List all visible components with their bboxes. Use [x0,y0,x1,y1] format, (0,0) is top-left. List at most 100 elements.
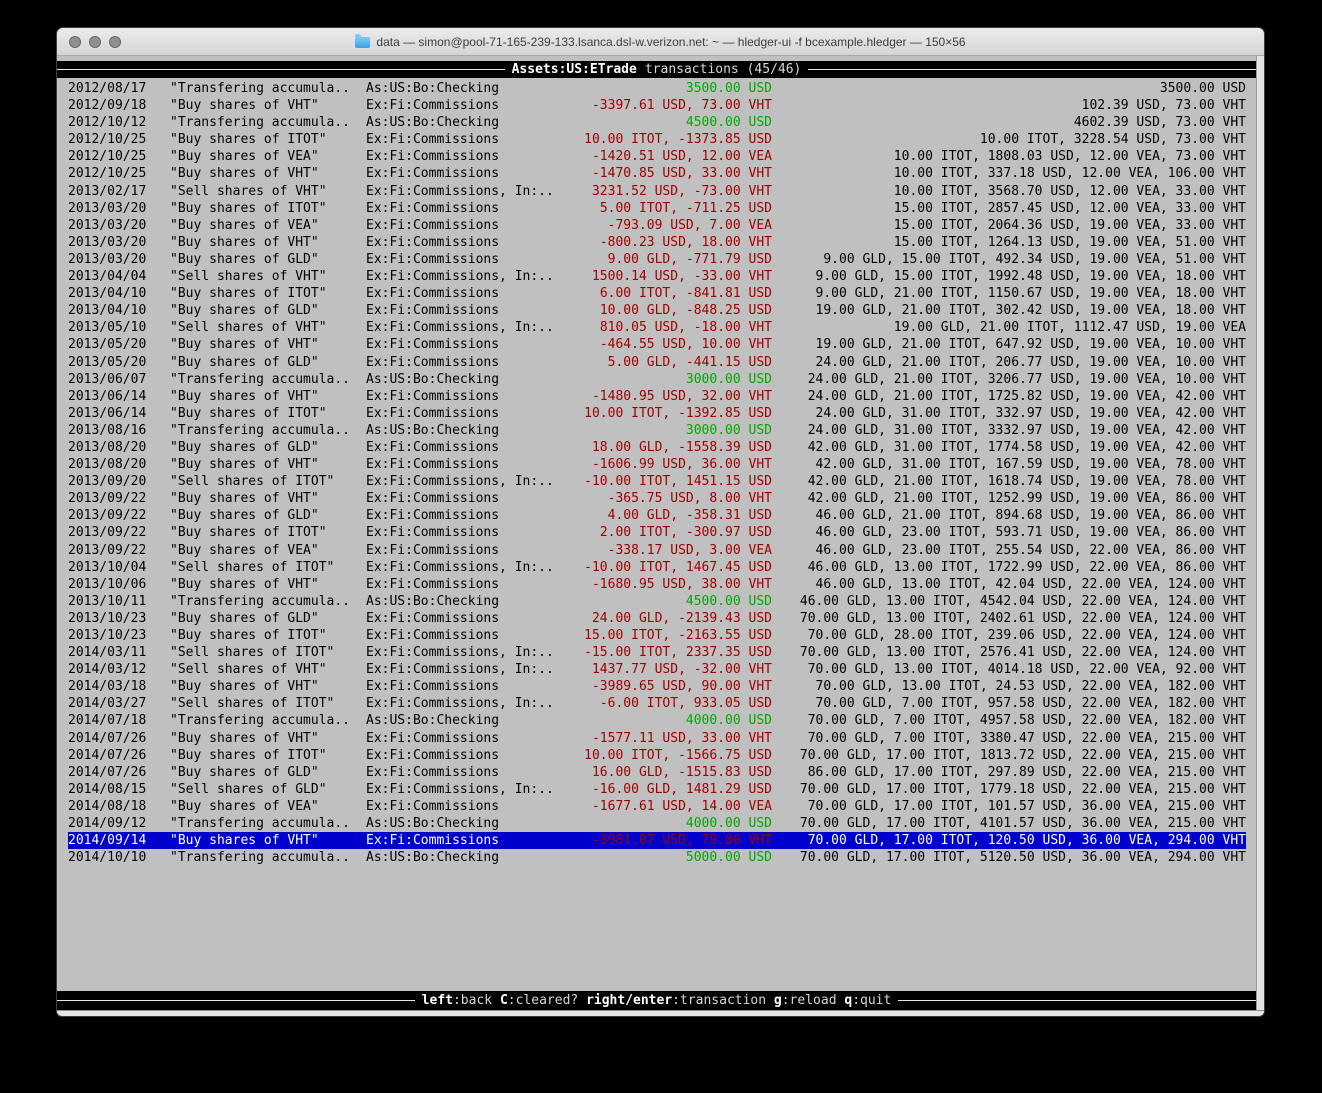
table-row[interactable]: 2013/04/10 "Buy shares of ITOT" Ex:Fi:Comm… [68,285,1246,302]
scrollbar-track[interactable] [1256,56,1264,1010]
table-row[interactable]: 2013/08/20 "Buy shares of VHT" Ex:Fi:Commi… [68,456,1246,473]
table-row[interactable]: 2013/10/04 "Sell shares of ITOT" Ex:Fi:Com… [68,559,1246,576]
table-row[interactable]: 2013/09/20 "Sell shares of ITOT" Ex:Fi:Com… [68,473,1246,490]
table-row[interactable]: 2013/03/20 "Buy shares of ITOT" Ex:Fi:Comm… [68,200,1246,217]
table-row[interactable]: 2013/09/22 "Buy shares of ITOT" Ex:Fi:Comm… [68,524,1246,541]
table-row[interactable]: 2013/09/22 "Buy shares of VEA" Ex:Fi:Commi… [68,542,1246,559]
cell-bal: 15.00 ITOT, 2857.45 USD, 12.00 VEA, 33.0… [893,200,1246,216]
table-row[interactable]: 2013/02/17 "Sell shares of VHT" Ex:Fi:Comm… [68,183,1246,200]
cell-bal: 70.00 GLD, 7.00 ITOT, 4957.58 USD, 22.00… [807,713,1246,729]
table-row[interactable]: 2012/08/17 "Transfering accumula.. As:US:B… [68,80,1246,97]
cell-acct: Ex:Fi:Commissions, In:.. [366,662,554,678]
table-row[interactable]: 2013/06/07 "Transfering accumula.. As:US:B… [68,371,1246,388]
cell-acct: Ex:Fi:Commissions [366,508,500,524]
cell-acct: Ex:Fi:Commissions [366,354,500,370]
cell-desc: "Sell shares of VHT" [170,183,327,199]
table-row[interactable]: 2014/09/14 "Buy shares of VHT" Ex:Fi:Commi… [68,832,1246,850]
table-row[interactable]: 2013/09/22 "Buy shares of VHT" Ex:Fi:Commi… [68,490,1246,507]
cell-desc: "Sell shares of GLD" [170,781,327,797]
cell-acct: Ex:Fi:Commissions [366,764,500,780]
cell-desc: "Buy shares of GLD" [170,354,319,370]
table-row[interactable]: 2013/03/20 "Buy shares of VHT" Ex:Fi:Commi… [68,234,1246,251]
cell-chg: -3981.07 USD, 79.00 VHT [591,833,772,849]
cell-bal: 19.00 GLD, 21.00 ITOT, 647.92 USD, 19.00… [815,337,1246,353]
cell-acct: As:US:Bo:Checking [366,115,500,131]
cell-date: 2014/08/18 [68,798,147,814]
cell-acct: Ex:Fi:Commissions [366,747,500,763]
hledger-ui-screen: Assets:US:ETrade transactions (45/46) 201… [57,56,1256,1010]
table-row[interactable]: 2014/10/10 "Transfering accumula.. As:US:B… [68,849,1246,866]
cell-bal: 70.00 GLD, 17.00 ITOT, 5120.50 USD, 36.0… [799,850,1246,866]
table-row[interactable]: 2013/06/14 "Buy shares of VHT" Ex:Fi:Commi… [68,388,1246,405]
table-row[interactable]: 2013/09/22 "Buy shares of GLD" Ex:Fi:Commi… [68,507,1246,524]
cell-chg: 3000.00 USD [685,422,772,438]
table-row[interactable]: 2013/05/10 "Sell shares of VHT" Ex:Fi:Comm… [68,319,1246,336]
cell-bal: 70.00 GLD, 17.00 ITOT, 120.50 USD, 36.00… [807,833,1246,849]
cell-desc: "Buy shares of GLD" [170,251,319,267]
cell-bal: 42.00 GLD, 21.00 ITOT, 1618.74 USD, 19.0… [807,474,1246,490]
table-row[interactable]: 2014/03/27 "Sell shares of ITOT" Ex:Fi:Com… [68,695,1246,712]
cell-date: 2012/09/18 [68,98,147,114]
close-button[interactable] [69,35,81,48]
table-row[interactable]: 2013/10/23 "Buy shares of ITOT" Ex:Fi:Comm… [68,627,1246,644]
table-row[interactable]: 2013/03/20 "Buy shares of GLD" Ex:Fi:Commi… [68,251,1246,268]
table-row[interactable]: 2013/08/20 "Buy shares of GLD" Ex:Fi:Commi… [68,439,1246,456]
table-row[interactable]: 2014/03/12 "Sell shares of VHT" Ex:Fi:Comm… [68,661,1246,678]
cell-bal: 15.00 ITOT, 2064.36 USD, 19.00 VEA, 33.0… [893,217,1246,233]
cell-bal: 9.00 GLD, 15.00 ITOT, 1992.48 USD, 19.00… [815,269,1246,285]
cell-bal: 70.00 GLD, 13.00 ITOT, 2576.41 USD, 22.0… [799,645,1246,661]
cell-bal: 3500.00 USD [1159,81,1246,96]
cell-bal: 70.00 GLD, 17.00 ITOT, 4101.57 USD, 36.0… [799,816,1246,832]
table-row[interactable]: 2014/09/12 "Transfering accumula.. As:US:B… [68,815,1246,832]
cell-bal: 46.00 GLD, 21.00 ITOT, 894.68 USD, 19.00… [815,508,1246,524]
table-row[interactable]: 2012/09/18 "Buy shares of VHT" Ex:Fi:Commi… [68,97,1246,114]
minimize-button[interactable] [89,35,101,48]
cell-chg: 10.00 GLD, -848.25 USD [599,303,772,319]
table-row[interactable]: 2014/08/15 "Sell shares of GLD" Ex:Fi:Comm… [68,781,1246,798]
hint-key: C [499,993,508,1008]
cell-chg: -1470.85 USD, 33.00 VHT [591,166,772,182]
table-row[interactable]: 2014/07/26 "Buy shares of ITOT" Ex:Fi:Comm… [68,747,1246,764]
titlebar[interactable]: data — simon@pool-71-165-239-133.lsanca.… [57,28,1264,56]
cell-desc: "Buy shares of GLD" [170,303,319,319]
table-row[interactable]: 2014/03/18 "Buy shares of VHT" Ex:Fi:Commi… [68,678,1246,695]
keybinding-bar: left:back C:cleared? right/enter:transac… [57,991,1256,1010]
cell-bal: 86.00 GLD, 17.00 ITOT, 297.89 USD, 22.00… [807,764,1246,780]
cell-date: 2014/07/26 [68,747,147,763]
cell-chg: 4500.00 USD [685,115,772,131]
cell-date: 2013/10/04 [68,559,147,575]
hint-desc: :transaction [672,993,774,1008]
cell-bal: 9.00 GLD, 15.00 ITOT, 492.34 USD, 19.00 … [823,251,1246,267]
table-row[interactable]: 2013/10/11 "Transfering accumula.. As:US:B… [68,593,1246,610]
cell-chg: 4000.00 USD [685,816,772,832]
cell-date: 2013/05/20 [68,354,147,370]
table-row[interactable]: 2013/04/04 "Sell shares of VHT" Ex:Fi:Comm… [68,268,1246,285]
table-row[interactable]: 2013/10/06 "Buy shares of VHT" Ex:Fi:Commi… [68,576,1246,593]
table-row[interactable]: 2014/07/26 "Buy shares of VHT" Ex:Fi:Commi… [68,730,1246,747]
table-row[interactable]: 2013/05/20 "Buy shares of VHT" Ex:Fi:Commi… [68,336,1246,353]
table-row[interactable]: 2014/07/18 "Transfering accumula.. As:US:B… [68,712,1246,729]
cell-chg: 18.00 GLD, -1558.39 USD [591,439,772,455]
cell-acct: Ex:Fi:Commissions [366,217,500,233]
table-row[interactable]: 2013/03/20 "Buy shares of VEA" Ex:Fi:Commi… [68,217,1246,234]
table-row[interactable]: 2012/10/12 "Transfering accumula.. As:US:B… [68,114,1246,131]
transaction-list: 2012/08/17 "Transfering accumula.. As:US:B… [57,78,1256,866]
table-row[interactable]: 2014/07/26 "Buy shares of GLD" Ex:Fi:Commi… [68,764,1246,781]
table-row[interactable]: 2013/06/14 "Buy shares of ITOT" Ex:Fi:Comm… [68,405,1246,422]
table-row[interactable]: 2013/05/20 "Buy shares of GLD" Ex:Fi:Commi… [68,354,1246,371]
cell-date: 2012/10/25 [68,132,147,148]
table-row[interactable]: 2012/10/25 "Buy shares of ITOT" Ex:Fi:Comm… [68,131,1246,148]
cell-date: 2014/03/18 [68,679,147,695]
table-row[interactable]: 2012/10/25 "Buy shares of VHT" Ex:Fi:Commi… [68,165,1246,182]
table-row[interactable]: 2013/04/10 "Buy shares of GLD" Ex:Fi:Commi… [68,302,1246,319]
table-row[interactable]: 2014/08/18 "Buy shares of VEA" Ex:Fi:Commi… [68,798,1246,815]
cell-bal: 70.00 GLD, 13.00 ITOT, 2402.61 USD, 22.0… [799,610,1246,626]
zoom-button[interactable] [109,35,121,48]
empty-area [57,866,1256,991]
table-row[interactable]: 2013/10/23 "Buy shares of GLD" Ex:Fi:Commi… [68,610,1246,627]
cell-bal: 102.39 USD, 73.00 VHT [1081,98,1246,114]
table-row[interactable]: 2013/08/16 "Transfering accumula.. As:US:B… [68,422,1246,439]
cell-acct: Ex:Fi:Commissions [366,234,500,250]
table-row[interactable]: 2012/10/25 "Buy shares of VEA" Ex:Fi:Commi… [68,148,1246,165]
table-row[interactable]: 2014/03/11 "Sell shares of ITOT" Ex:Fi:Com… [68,644,1246,661]
